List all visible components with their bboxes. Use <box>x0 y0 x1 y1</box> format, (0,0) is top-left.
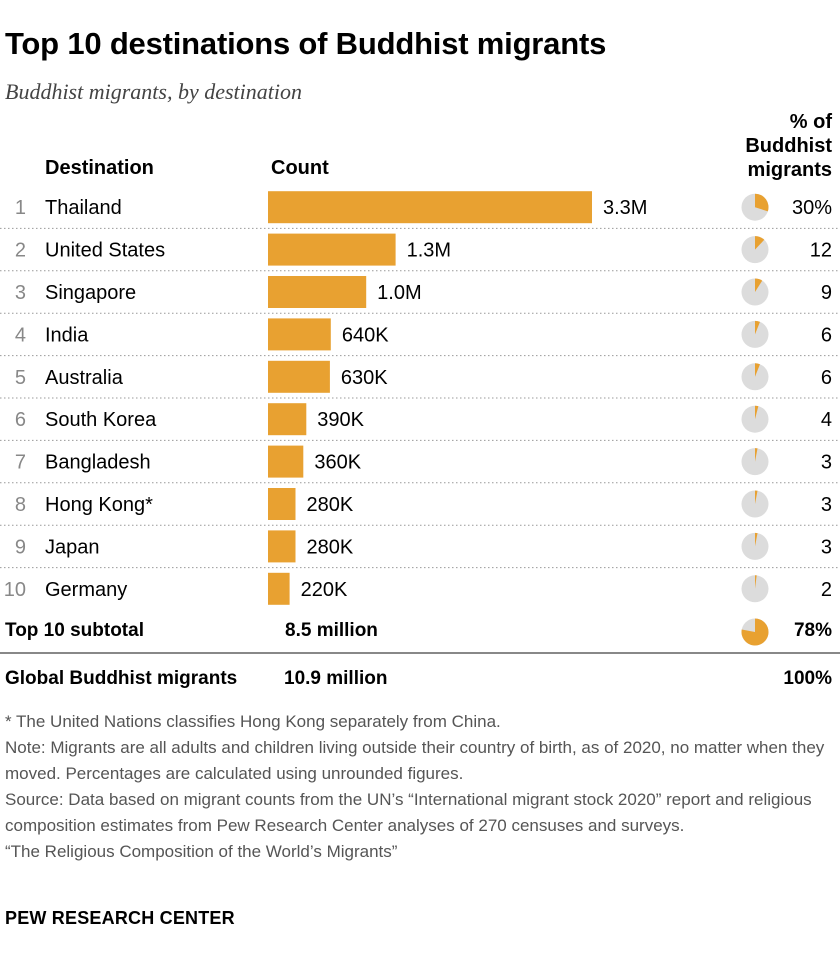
footnote-source: Source: Data based on migrant counts fro… <box>5 790 812 835</box>
percent-label: 6 <box>821 367 832 389</box>
bar-7 <box>268 445 304 478</box>
row-destination: Germany <box>45 579 127 601</box>
row-rank: 3 <box>15 282 26 304</box>
chart-subtitle: Buddhist migrants, by destination <box>5 79 302 104</box>
bar-value-label: 640K <box>342 324 389 346</box>
global-percent: 100% <box>783 668 832 689</box>
destination-column-header: Destination <box>45 157 154 179</box>
row-destination: Thailand <box>45 197 122 219</box>
pie-wedge-10 <box>755 575 757 589</box>
bar-3 <box>268 276 367 308</box>
subtotal-row: Top 10 subtotal 8.5 million 78% <box>0 612 840 648</box>
count-column-header: Count <box>271 157 329 179</box>
row-destination: Hong Kong* <box>45 494 153 516</box>
bar-9 <box>268 530 296 563</box>
row-destination: Bangladesh <box>45 452 151 474</box>
bar-5 <box>268 360 330 393</box>
percent-label: 2 <box>821 579 832 601</box>
bar-chart: 1 Thailand 3.3M 30% 2 United States 1.3M 12 3 Sin… <box>0 191 840 605</box>
pie-wedge-6 <box>755 405 759 420</box>
row-rank: 1 <box>15 197 26 219</box>
subtotal-count: 8.5 million <box>285 620 378 641</box>
bar-value-label: 1.3M <box>407 240 451 262</box>
row-rank: 6 <box>15 409 26 431</box>
footnote-report-title: “The Religious Composition of the World’… <box>5 842 398 861</box>
pie-background <box>741 405 769 433</box>
bar-4 <box>268 318 331 351</box>
pie-background <box>741 532 769 560</box>
bar-value-label: 280K <box>306 536 353 558</box>
row-destination: Singapore <box>45 282 136 304</box>
row-rank: 2 <box>15 240 26 262</box>
divider-rule <box>0 652 840 654</box>
footnote-note: Note: Migrants are all adults and childr… <box>5 738 825 783</box>
bar-value-label: 630K <box>341 367 388 389</box>
percent-column-header: % of Buddhist migrants <box>745 111 832 181</box>
subtotal-pie-wedge <box>741 618 769 646</box>
row-rank: 9 <box>15 536 26 558</box>
global-label: Global Buddhist migrants <box>5 668 238 689</box>
pie-background <box>741 236 769 264</box>
bar-value-label: 280K <box>306 494 353 516</box>
row-destination: Australia <box>45 367 124 389</box>
subtotal-label: Top 10 subtotal <box>5 620 144 641</box>
bar-value-label: 360K <box>314 452 361 474</box>
pew-logo-text: PEW RESEARCH CENTER <box>5 908 235 928</box>
footnote-hong-kong: * The United Nations classifies Hong Kon… <box>5 712 501 731</box>
bar-2 <box>268 233 396 266</box>
chart-title: Top 10 destinations of Buddhist migrants <box>5 26 607 61</box>
pie-wedge-2 <box>755 236 765 250</box>
percent-label: 30% <box>792 197 832 219</box>
row-destination: India <box>45 324 89 346</box>
bar-1 <box>268 191 592 224</box>
row-rank: 4 <box>15 324 26 346</box>
global-count: 10.9 million <box>284 668 388 689</box>
percent-label: 3 <box>821 536 832 558</box>
bar-8 <box>268 488 296 520</box>
footnotes: * The United Nations classifies Hong Kon… <box>5 709 835 865</box>
pie-wedge-7 <box>755 448 758 462</box>
bar-value-label: 3.3M <box>603 197 647 219</box>
percent-label: 3 <box>821 494 832 516</box>
percent-label: 9 <box>821 282 832 304</box>
row-destination: Japan <box>45 536 100 558</box>
bar-value-label: 1.0M <box>377 282 421 304</box>
pie-wedge-8 <box>755 490 758 504</box>
pie-wedge-3 <box>755 278 763 292</box>
bar-10 <box>268 572 290 605</box>
row-rank: 7 <box>15 452 26 474</box>
percent-label: 6 <box>821 324 832 346</box>
pie-wedge-9 <box>755 532 758 547</box>
bar-6 <box>268 403 307 436</box>
row-rank: 5 <box>15 367 26 389</box>
percent-label: 3 <box>821 452 832 474</box>
subtotal-pie <box>741 618 769 646</box>
bar-value-label: 220K <box>301 579 348 601</box>
row-rank: 8 <box>15 494 26 516</box>
percent-label: 12 <box>810 240 832 262</box>
pie-wedge-1 <box>755 193 769 212</box>
percent-label: 4 <box>821 409 832 431</box>
subtotal-percent: 78% <box>793 620 832 641</box>
row-rank: 10 <box>4 579 26 601</box>
pie-wedge-4 <box>755 320 760 335</box>
row-destination: United States <box>45 240 165 262</box>
bar-value-label: 390K <box>317 409 364 431</box>
row-destination: South Korea <box>45 409 157 431</box>
pie-wedge-5 <box>755 363 760 377</box>
global-row: Global Buddhist migrants 10.9 million 10… <box>0 660 840 696</box>
